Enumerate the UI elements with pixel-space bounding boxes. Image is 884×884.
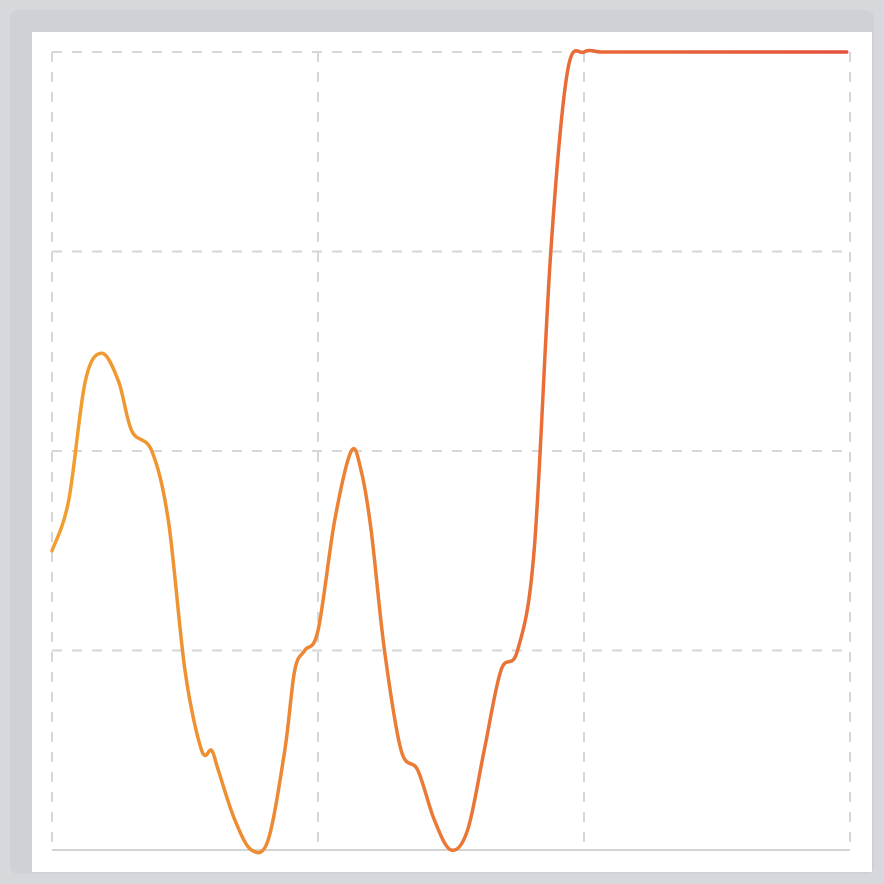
series-group — [50, 48, 849, 855]
grid — [51, 51, 851, 850]
series-line — [50, 48, 849, 855]
chart-frame — [10, 10, 874, 874]
line-chart — [50, 48, 851, 855]
chart-panel — [32, 32, 872, 872]
